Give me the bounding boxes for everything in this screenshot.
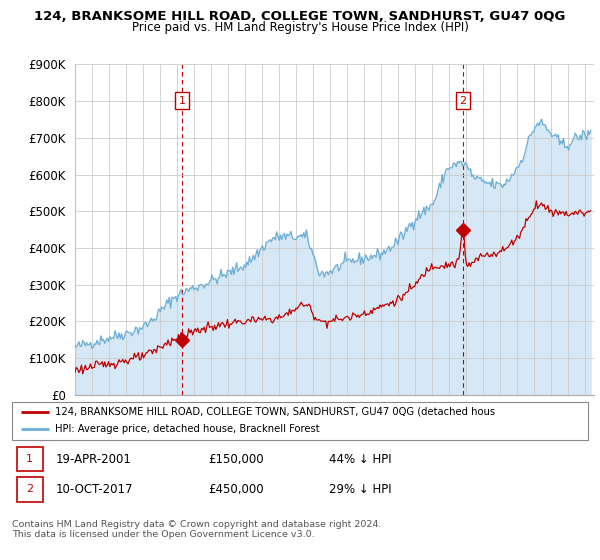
Text: 2: 2 [460,96,467,106]
Text: 1: 1 [179,96,186,106]
Text: 29% ↓ HPI: 29% ↓ HPI [329,483,391,496]
Text: 19-APR-2001: 19-APR-2001 [55,452,131,466]
Text: Price paid vs. HM Land Registry's House Price Index (HPI): Price paid vs. HM Land Registry's House … [131,21,469,34]
Text: 2: 2 [26,484,33,494]
Text: £150,000: £150,000 [208,452,263,466]
Text: HPI: Average price, detached house, Bracknell Forest: HPI: Average price, detached house, Brac… [55,424,320,435]
Bar [17,477,43,502]
Text: £450,000: £450,000 [208,483,263,496]
Text: 124, BRANKSOME HILL ROAD, COLLEGE TOWN, SANDHURST, GU47 0QG (detached hous: 124, BRANKSOME HILL ROAD, COLLEGE TOWN, … [55,407,496,417]
Text: Contains HM Land Registry data © Crown copyright and database right 2024.
This d: Contains HM Land Registry data © Crown c… [12,520,382,539]
Bar [17,447,43,472]
Text: 44% ↓ HPI: 44% ↓ HPI [329,452,391,466]
Text: 124, BRANKSOME HILL ROAD, COLLEGE TOWN, SANDHURST, GU47 0QG: 124, BRANKSOME HILL ROAD, COLLEGE TOWN, … [34,10,566,23]
Text: 1: 1 [26,454,33,464]
Text: 10-OCT-2017: 10-OCT-2017 [55,483,133,496]
